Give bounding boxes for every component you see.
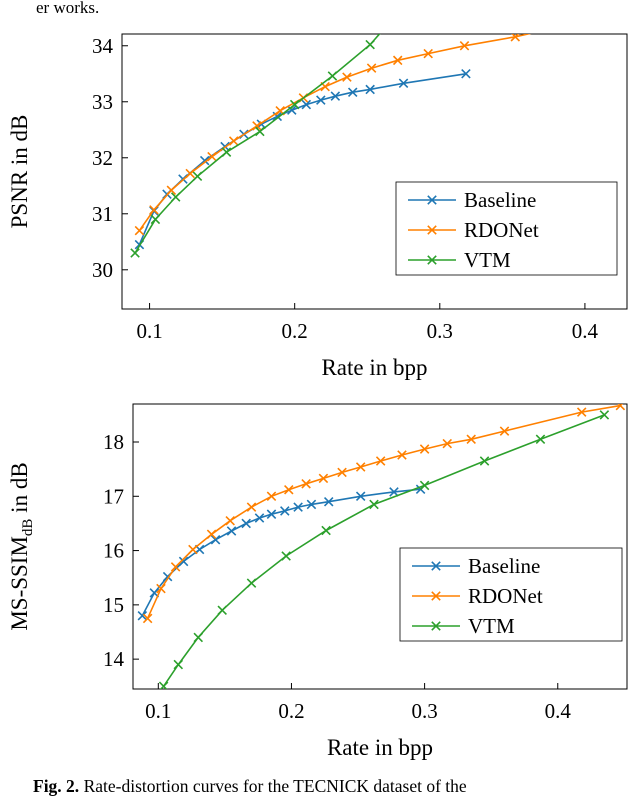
series-baseline bbox=[137, 484, 426, 621]
y-tick-label: 18 bbox=[103, 430, 124, 454]
legend-marker-sample bbox=[427, 195, 437, 205]
series-markers-vtm bbox=[158, 410, 610, 689]
y-tick-label: 34 bbox=[92, 34, 114, 58]
y-tick-label: 31 bbox=[92, 202, 113, 226]
x-axis-label: Rate in bpp bbox=[327, 735, 433, 760]
y-tick-label: 16 bbox=[103, 539, 124, 563]
y-tick-label: 30 bbox=[92, 258, 113, 282]
figure-caption-label: Fig. 2. bbox=[33, 776, 80, 796]
y-axis-label: MS-SSIMdB in dB bbox=[7, 462, 36, 630]
x-tick-label: 0.3 bbox=[427, 319, 453, 343]
legend-label: Baseline bbox=[464, 188, 536, 212]
legend-label: Baseline bbox=[468, 554, 540, 578]
legend-marker-sample bbox=[431, 621, 441, 631]
legend-label: VTM bbox=[468, 614, 515, 638]
x-axis-label: Rate in bpp bbox=[321, 355, 427, 380]
x-tick-label: 0.3 bbox=[411, 699, 437, 723]
legend-marker-sample bbox=[431, 561, 441, 571]
y-tick-label: 32 bbox=[92, 146, 113, 170]
series-line-vtm bbox=[162, 414, 605, 687]
series-rdonet bbox=[142, 404, 626, 624]
legend-label: RDONet bbox=[464, 218, 539, 242]
series-vtm bbox=[158, 410, 610, 689]
x-tick-label: 0.2 bbox=[282, 319, 308, 343]
plot-frame bbox=[132, 403, 628, 690]
plot-frame bbox=[121, 33, 628, 310]
page-fragment-text: er works. bbox=[36, 0, 100, 17]
series-markers-baseline bbox=[137, 484, 426, 621]
y-tick-label: 15 bbox=[103, 593, 124, 617]
legend-label: RDONet bbox=[468, 584, 543, 608]
legend-label: VTM bbox=[464, 248, 511, 272]
x-tick-label: 0.1 bbox=[136, 319, 162, 343]
legend-marker-sample bbox=[427, 225, 437, 235]
y-tick-label: 33 bbox=[92, 90, 113, 114]
y-axis-label: PSNR in dB bbox=[7, 115, 32, 229]
y-tick-label: 17 bbox=[103, 484, 124, 508]
series-line-vtm bbox=[134, 34, 381, 254]
series-markers-rdonet bbox=[142, 404, 626, 624]
figure-caption: Fig. 2. Rate-distortion curves for the T… bbox=[33, 776, 613, 798]
x-tick-label: 0.4 bbox=[572, 319, 599, 343]
legend-marker-sample bbox=[427, 255, 437, 265]
series-vtm bbox=[130, 34, 381, 258]
y-tick-label: 14 bbox=[103, 647, 125, 671]
legend-marker-sample bbox=[431, 591, 441, 601]
figure-caption-text: Rate-distortion curves for the TECNICK d… bbox=[79, 776, 467, 796]
x-tick-label: 0.2 bbox=[278, 699, 304, 723]
x-tick-label: 0.4 bbox=[545, 699, 572, 723]
series-markers-vtm bbox=[130, 39, 375, 258]
psnr-rate-chart: 0.1 0.2 0.3 0.4 30 31 32 33 34 Rate in bpp PSNR in… bbox=[7, 33, 628, 380]
x-tick-label: 0.1 bbox=[145, 699, 171, 723]
msssim-rate-chart: 0.1 0.2 0.3 0.4 14 15 16 17 18 Rate in bpp MS-SSIM… bbox=[7, 403, 628, 760]
